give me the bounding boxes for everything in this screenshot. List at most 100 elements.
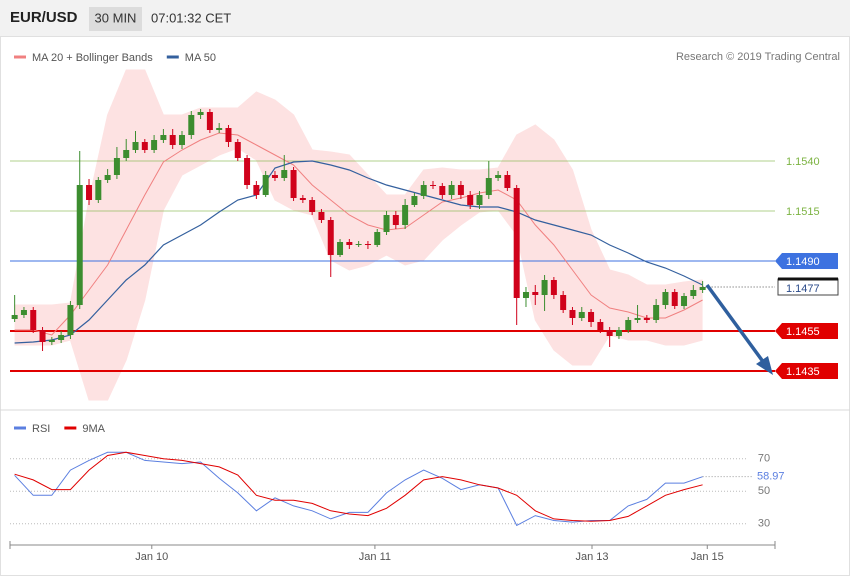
level-label: 1.1515 bbox=[786, 206, 820, 218]
lower-band bbox=[14, 147, 703, 401]
candle-body bbox=[216, 128, 223, 130]
candle-body bbox=[634, 318, 641, 320]
x-tick-label: Jan 11 bbox=[359, 551, 391, 563]
candle-body bbox=[197, 112, 204, 115]
candle-body bbox=[615, 330, 622, 336]
candle-body bbox=[104, 175, 111, 180]
candle-body bbox=[392, 215, 399, 225]
candle-body bbox=[123, 150, 130, 158]
moving-average bbox=[14, 132, 703, 336]
last-value-label: 58.97 bbox=[757, 471, 785, 483]
candle-body bbox=[160, 135, 167, 140]
level-label: 1.1455 bbox=[786, 326, 820, 338]
candle-body bbox=[541, 280, 548, 295]
candle-body bbox=[20, 310, 27, 315]
candle-body bbox=[550, 280, 557, 295]
candle-body bbox=[141, 142, 148, 150]
candle-body bbox=[439, 186, 446, 195]
candle-body bbox=[95, 180, 102, 200]
candle-body bbox=[457, 185, 464, 195]
candle-body bbox=[532, 292, 539, 295]
upper-band bbox=[14, 69, 703, 306]
indicator-line bbox=[14, 451, 703, 522]
candle-body bbox=[383, 215, 390, 232]
candle-body bbox=[337, 242, 344, 255]
level-label: 1.1435 bbox=[786, 366, 820, 378]
candle-body bbox=[346, 242, 353, 245]
candle-body bbox=[430, 185, 437, 186]
y-tick-label: 30 bbox=[758, 518, 770, 530]
candle-body bbox=[699, 287, 706, 290]
candle-body bbox=[58, 335, 65, 340]
candle-body bbox=[188, 115, 195, 135]
candle-body bbox=[327, 220, 334, 255]
candle-body bbox=[48, 340, 55, 342]
candle-body bbox=[597, 322, 604, 330]
symbol: EUR/USD bbox=[10, 9, 78, 26]
projection-arrow bbox=[705, 283, 773, 375]
candle-body bbox=[169, 135, 176, 145]
level-box bbox=[775, 363, 838, 379]
candle-body bbox=[151, 140, 158, 150]
candle-body bbox=[662, 292, 669, 305]
candle-body bbox=[606, 330, 613, 336]
level-label: 1.1490 bbox=[786, 256, 820, 268]
candle-body bbox=[681, 296, 688, 306]
bollinger-band bbox=[14, 70, 703, 400]
candle-body bbox=[513, 188, 520, 298]
candle-body bbox=[30, 310, 37, 330]
candle-body bbox=[625, 320, 632, 330]
moving-average bbox=[14, 160, 703, 344]
candle-body bbox=[402, 205, 409, 225]
candle-body bbox=[309, 200, 316, 212]
candle-body bbox=[86, 185, 93, 200]
candle-body bbox=[11, 315, 18, 319]
arrow-shaft bbox=[705, 283, 766, 365]
level-label: 1.1540 bbox=[786, 156, 820, 168]
x-tick-label: Jan 10 bbox=[135, 551, 168, 563]
clock: 07:01:32 CET bbox=[151, 10, 231, 25]
candle-body bbox=[299, 198, 306, 200]
candle-body bbox=[225, 128, 232, 142]
candle-body bbox=[522, 292, 529, 298]
credit: Research © 2019 Trading Central bbox=[676, 51, 840, 63]
candle-body bbox=[643, 318, 650, 320]
candle-body bbox=[244, 158, 251, 185]
legend-label: MA 50 bbox=[185, 52, 216, 64]
candle-body bbox=[690, 290, 697, 296]
candle-body bbox=[448, 185, 455, 195]
candle-body bbox=[355, 244, 362, 245]
candle-body bbox=[318, 212, 325, 220]
candle-body bbox=[76, 185, 83, 305]
candle-body bbox=[476, 195, 483, 205]
legend-label: MA 20 + Bollinger Bands bbox=[32, 52, 153, 64]
candle-body bbox=[495, 175, 502, 178]
candle-body bbox=[290, 170, 297, 198]
candle-body bbox=[467, 195, 474, 205]
y-tick-label: 50 bbox=[758, 485, 770, 497]
level-box bbox=[775, 323, 838, 339]
candle-body bbox=[39, 330, 46, 342]
plot: 1.1540 1.1515 1.1490 1.1455 1.1435 1.1477 MA 2… bbox=[10, 52, 839, 563]
timeframe: 30 MIN bbox=[95, 10, 137, 25]
candle-body bbox=[206, 112, 213, 130]
candle-body bbox=[262, 175, 269, 195]
candle-body bbox=[653, 305, 660, 320]
candle-body bbox=[485, 178, 492, 195]
candle-body bbox=[671, 292, 678, 306]
candle-body bbox=[253, 185, 260, 195]
x-tick-label: Jan 15 bbox=[691, 551, 724, 563]
candle-body bbox=[411, 196, 418, 205]
candle-body bbox=[234, 142, 241, 158]
candle-body bbox=[364, 244, 371, 245]
candle-body bbox=[374, 232, 381, 245]
candle-body bbox=[578, 312, 585, 318]
candle-body bbox=[281, 170, 288, 178]
candle-body bbox=[132, 142, 139, 150]
candle-body bbox=[420, 185, 427, 196]
y-tick-label: 70 bbox=[758, 453, 770, 465]
candle-body bbox=[588, 312, 595, 322]
legend-label: RSI bbox=[32, 423, 50, 435]
